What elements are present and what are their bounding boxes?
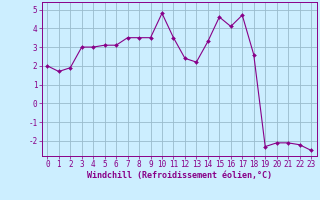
X-axis label: Windchill (Refroidissement éolien,°C): Windchill (Refroidissement éolien,°C) xyxy=(87,171,272,180)
